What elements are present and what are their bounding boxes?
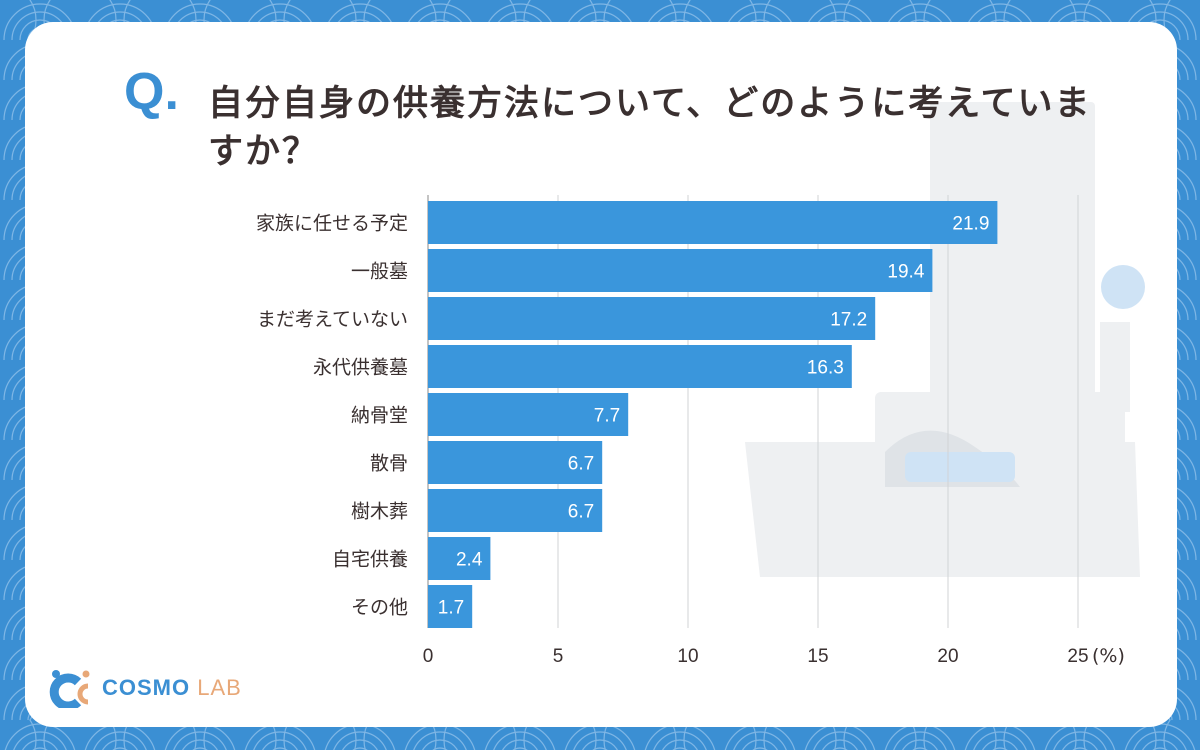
x-tick-label: 25 — [1067, 646, 1088, 667]
bar — [428, 393, 629, 436]
cosmo-lab-logo: COSMO LAB — [48, 668, 242, 708]
bar — [428, 441, 603, 484]
chart-title: 自分自身の供養方法について、どのように考えていますか？ — [208, 84, 1092, 172]
data-label: 17.2 — [830, 310, 867, 331]
category-label: まだ考えていない — [257, 309, 408, 331]
data-label: 21.9 — [952, 214, 989, 235]
logo-brand: COSMO — [102, 675, 191, 700]
category-label: その他 — [351, 597, 408, 619]
bar — [428, 345, 852, 388]
bar — [428, 201, 998, 244]
bar — [428, 249, 933, 292]
category-label: 永代供養墓 — [313, 357, 408, 379]
category-label: 自宅供養 — [332, 549, 408, 571]
x-unit-label: (%) — [1092, 645, 1125, 667]
data-label: 16.3 — [807, 358, 844, 379]
logo-icon — [49, 670, 90, 708]
question-mark-label: Q. — [124, 63, 179, 121]
category-label: 樹木葬 — [351, 501, 408, 523]
gravestone-illustration — [745, 102, 1145, 577]
category-label: 家族に任せる予定 — [256, 213, 408, 235]
category-label: 散骨 — [370, 453, 408, 475]
category-label: 納骨堂 — [351, 405, 408, 427]
x-tick-label: 15 — [807, 646, 828, 667]
bar — [428, 585, 473, 628]
data-label: 2.4 — [456, 550, 483, 571]
bar — [428, 489, 603, 532]
data-label: 7.7 — [594, 406, 620, 427]
x-tick-label: 0 — [423, 646, 434, 667]
logo-suffix: LAB — [197, 675, 242, 700]
x-tick-label: 10 — [677, 646, 698, 667]
data-label: 1.7 — [438, 598, 464, 619]
data-label: 6.7 — [568, 502, 594, 523]
bar — [428, 537, 491, 580]
x-tick-label: 5 — [553, 646, 564, 667]
bar — [428, 297, 876, 340]
category-label: 一般墓 — [351, 261, 408, 283]
x-tick-label: 20 — [937, 646, 958, 667]
data-label: 19.4 — [887, 262, 924, 283]
data-label: 6.7 — [568, 454, 594, 475]
